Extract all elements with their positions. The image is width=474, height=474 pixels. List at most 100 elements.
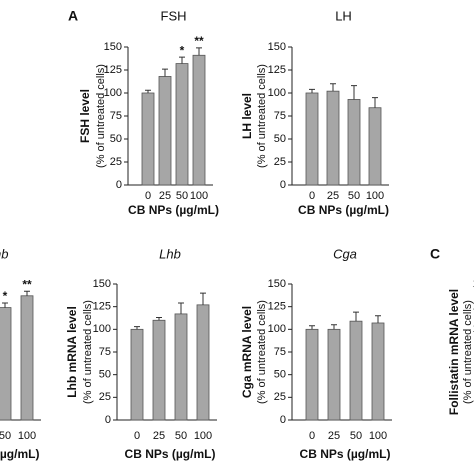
error-bar: [375, 315, 381, 323]
y-tick-label: 0: [280, 179, 286, 191]
x-tick-label: 50: [348, 190, 360, 202]
y-axis-label: FSH level: [78, 89, 92, 143]
x-tick-label: 0: [134, 430, 140, 442]
y-tick-label: 25: [110, 156, 122, 168]
x-tick-label: 50: [0, 430, 11, 442]
x-axis-label: CB NPs (µg/mL): [298, 203, 389, 217]
y-tick-label: 100: [104, 87, 122, 99]
bar: [130, 328, 144, 421]
y-tick-label: 125: [104, 64, 122, 76]
bar: [175, 63, 189, 186]
y-tick-label: 100: [93, 323, 111, 335]
x-tick-label: 100: [366, 190, 384, 202]
y-axis-label: Lhb mRNA level: [65, 306, 79, 398]
x-tick-label: 100: [190, 190, 208, 202]
y-tick-label: 50: [274, 369, 286, 381]
x-tick-label: 0: [309, 430, 315, 442]
y-tick-label: 75: [274, 110, 286, 122]
error-bar: [156, 317, 162, 321]
y-tick-label: 25: [99, 391, 111, 403]
x-tick-label: 100: [194, 430, 212, 442]
y-axis-label: (% of untreated cells): [462, 300, 474, 404]
x-tick-label: 0: [145, 190, 151, 202]
y-tick-label: 0: [105, 414, 111, 426]
error-bar: [351, 85, 357, 100]
x-tick-label: 25: [327, 190, 339, 202]
x-tick-label: 100: [369, 430, 387, 442]
x-tick-label: 25: [328, 430, 340, 442]
bar: [158, 76, 172, 186]
x-tick-label: 0: [309, 190, 315, 202]
y-tick-label: 150: [104, 41, 122, 53]
error-bar: [372, 97, 378, 108]
panel-title: Lhb: [159, 246, 181, 261]
y-axis-label: (% of untreated cells): [82, 300, 94, 404]
y-axis-label: Follistatin mRNA level: [447, 289, 461, 415]
bar: [349, 320, 363, 421]
y-tick-label: 50: [99, 369, 111, 381]
bar: [327, 328, 341, 421]
bar: [326, 90, 340, 186]
bar: [141, 92, 155, 186]
significance: *: [3, 289, 8, 303]
y-tick-label: 75: [274, 346, 286, 358]
y-tick-label: 75: [110, 110, 122, 122]
panel-title: Cga: [333, 246, 357, 261]
bar: [368, 107, 382, 186]
y-tick-label: 25: [274, 391, 286, 403]
x-tick-label: 100: [18, 430, 36, 442]
error-bar: [178, 302, 184, 314]
error-bar: [2, 302, 8, 308]
panel-title: Fshb: [0, 246, 8, 261]
bar: [371, 322, 385, 421]
x-tick-label: 25: [153, 430, 165, 442]
y-tick-label: 50: [110, 133, 122, 145]
error-bar: [179, 56, 185, 64]
y-axis-label: (% of untreated cells): [256, 300, 268, 404]
panel-title: LH: [335, 8, 352, 23]
error-bar: [331, 324, 337, 330]
bar: [152, 319, 166, 421]
error-bar: [145, 89, 151, 93]
error-bar: [162, 68, 168, 77]
y-tick-label: 150: [473, 278, 474, 290]
panel-title: FSH: [161, 8, 187, 23]
bar: [196, 304, 210, 421]
y-tick-label: 25: [274, 156, 286, 168]
bar: [174, 313, 188, 421]
y-axis-label: Cga mRNA level: [240, 306, 254, 398]
x-axis-label: CB NPs (µg/mL): [128, 203, 219, 217]
y-tick-label: 50: [274, 133, 286, 145]
y-tick-label: 150: [93, 278, 111, 290]
bar: [192, 54, 206, 186]
y-tick-label: 150: [268, 278, 286, 290]
panel-label: A: [68, 8, 78, 24]
y-tick-label: 100: [473, 323, 474, 335]
significance: **: [22, 277, 32, 291]
bar: [305, 328, 319, 421]
bar: [347, 99, 361, 186]
y-axis-label: LH level: [240, 93, 254, 139]
error-bar: [196, 47, 202, 56]
y-tick-label: 125: [93, 301, 111, 313]
x-axis-label: CB NPs (µg/mL): [125, 447, 216, 461]
error-bar: [200, 292, 206, 305]
y-tick-label: 100: [268, 87, 286, 99]
x-axis-label: CB NPs (µg/mL): [0, 447, 39, 461]
y-tick-label: 0: [116, 179, 122, 191]
x-tick-label: 25: [159, 190, 171, 202]
y-tick-label: 100: [268, 323, 286, 335]
x-tick-label: 50: [176, 190, 188, 202]
x-tick-label: 50: [350, 430, 362, 442]
y-tick-label: 125: [473, 301, 474, 313]
significance: *: [180, 43, 185, 57]
y-tick-label: 125: [268, 64, 286, 76]
y-tick-label: 0: [280, 414, 286, 426]
error-bar: [309, 88, 315, 93]
x-axis-label: CB NPs (µg/mL): [300, 447, 391, 461]
error-bar: [330, 83, 336, 92]
y-tick-label: 125: [268, 301, 286, 313]
error-bar: [353, 311, 359, 322]
error-bar: [309, 325, 315, 330]
